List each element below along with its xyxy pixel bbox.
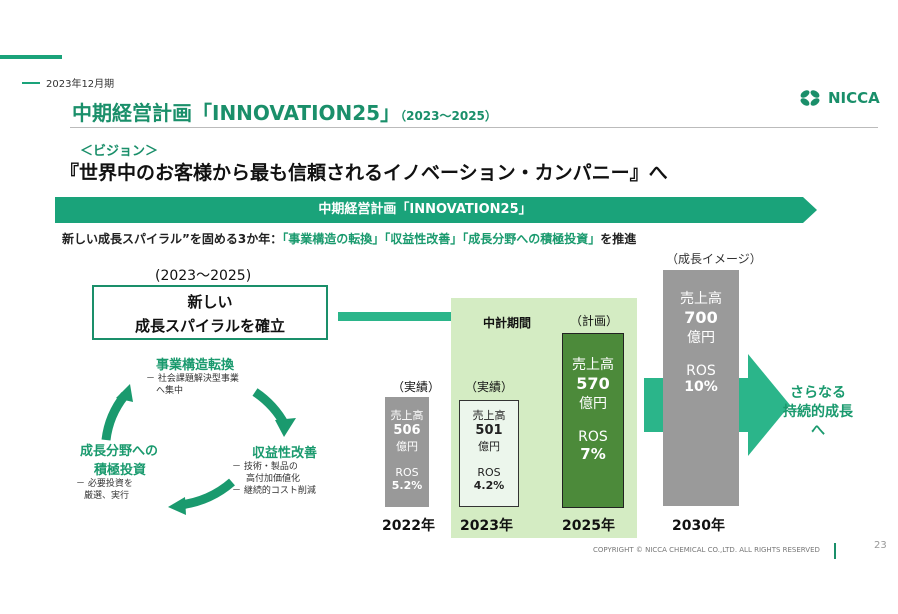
bar-2025-sales: 570	[576, 374, 610, 393]
bar-2022-unit: 億円	[396, 440, 418, 453]
bar-2025-ros: 7%	[580, 445, 606, 463]
plan-theme: 新しい成長スパイラル”を固める3か年：「事業構造の転換」「収益性改善」「成長分野…	[62, 230, 636, 247]
cycle-right: 収益性改善 － 技術・製品の 高付加価値化 － 継続的コスト削減	[232, 442, 318, 497]
spiral-box: 新しい 成長スパイラルを確立	[92, 285, 328, 340]
bar-2022: 売上高 506 億円 ROS 5.2%	[385, 397, 429, 507]
cycle-right-note3: － 継続的コスト削減	[232, 486, 316, 496]
vision-statement: 『世界中のお客様から最も信頼されるイノベーション・カンパニー』へ	[60, 162, 668, 184]
further-growth-text: さらなる 持続的成長 へ	[770, 384, 866, 441]
cycle-top: 事業構造転換 － 社会課題解決型事業 へ集中	[146, 354, 239, 397]
banner-label: 中期経営計画「INNOVATION25」	[318, 202, 532, 217]
cycle-top-note2: へ集中	[156, 386, 184, 396]
theme-prefix: 新しい成長スパイラル”を固める3か年：	[62, 232, 283, 246]
further-growth-line2: 持続的成長	[783, 404, 853, 420]
company-logo: NICCA	[798, 88, 880, 108]
bar-2023-sales: 501	[475, 423, 503, 438]
theme-suffix: を推進	[600, 232, 637, 246]
plan-banner	[55, 197, 817, 223]
copyright: COPYRIGHT © NICCA CHEMICAL CO.,LTD. ALL …	[593, 546, 820, 554]
cycle-left-head2: 積極投資	[94, 463, 147, 478]
spiral-line1: 新しい	[187, 293, 233, 311]
bar-2023-sales-label: 売上高	[472, 409, 506, 422]
bar-2025-sales-label: 売上高	[572, 357, 614, 373]
theme-item-profit: 「収益性改善」	[384, 232, 463, 246]
page-number: 23	[874, 540, 887, 551]
bar-2023-unit: 億円	[478, 440, 500, 453]
year-2023: 2023年	[460, 518, 513, 534]
bar-2030-sales: 700	[684, 308, 718, 327]
cycle-top-head: 事業構造転換	[156, 358, 235, 373]
page-title: 中期経営計画「INNOVATION25」（2023～2025）	[72, 97, 497, 126]
actual-label-2023: （実績）	[465, 380, 514, 394]
bar-2030: 売上高 700 億円 ROS 10%	[663, 270, 739, 506]
spiral-period: (2023～2025)	[155, 268, 252, 284]
cycle-left: 成長分野への 積極投資 － 必要投資を 厳選、実行	[76, 440, 159, 502]
title-underline	[70, 127, 878, 128]
year-2022: 2022年	[382, 518, 435, 534]
cycle-left-note1: － 必要投資を	[76, 479, 133, 489]
growth-image-label: （成長イメージ）	[666, 252, 762, 266]
bar-2025-unit: 億円	[579, 396, 607, 412]
plan-label: （計画）	[570, 314, 619, 328]
bar-2022-sales-label: 売上高	[390, 409, 424, 422]
bar-2022-ros: 5.2%	[391, 479, 423, 492]
cycle-left-note2: 厳選、実行	[84, 491, 130, 501]
vision-label: ＜ビジョン＞	[80, 144, 159, 159]
footer-bar	[834, 543, 836, 559]
title-years: （2023～2025）	[400, 109, 497, 123]
midterm-label: 中計期間	[483, 316, 532, 330]
cycle-right-note2: 高付加価値化	[246, 474, 301, 484]
bar-2023: 売上高 501 億円 ROS 4.2%	[459, 400, 519, 507]
actual-label-2022: （実績）	[392, 380, 441, 394]
spiral-line2: 成長スパイラルを確立	[134, 317, 285, 335]
bar-2025: 売上高 570 億円 ROS 7%	[562, 333, 624, 508]
title-main: 中期経営計画「INNOVATION25」	[72, 101, 401, 125]
bar-2030-sales-label: 売上高	[680, 291, 722, 307]
bar-2023-ros-label: ROS	[477, 466, 501, 479]
cycle-top-note1: － 社会課題解決型事業	[146, 374, 239, 384]
further-growth-line3: へ	[811, 423, 825, 439]
theme-item-structure: 「事業構造の転換」	[282, 232, 385, 246]
year-2025: 2025年	[562, 518, 615, 534]
bar-2030-unit: 億円	[687, 330, 715, 346]
top-accent-rule	[0, 55, 62, 59]
bar-2030-ros: 10%	[684, 379, 718, 395]
bar-2022-sales: 506	[393, 423, 421, 438]
theme-item-investment: 「成長分野への積極投資」	[462, 232, 601, 246]
bar-2023-ros: 4.2%	[473, 479, 505, 492]
logo-text: NICCA	[828, 89, 880, 107]
cycle-right-note1: － 技術・製品の	[232, 462, 298, 472]
bar-2022-ros-label: ROS	[395, 466, 419, 479]
cycle-left-head1: 成長分野への	[80, 444, 159, 459]
bar-2025-ros-label: ROS	[578, 429, 608, 445]
period-dash	[22, 82, 40, 84]
cycle-right-head: 収益性改善	[252, 446, 318, 461]
fiscal-period: 2023年12月期	[46, 79, 115, 90]
further-growth-line1: さらなる	[790, 385, 846, 401]
nicca-leaf-icon	[800, 90, 820, 106]
year-2030: 2030年	[672, 518, 725, 534]
bar-2030-ros-label: ROS	[686, 363, 716, 379]
